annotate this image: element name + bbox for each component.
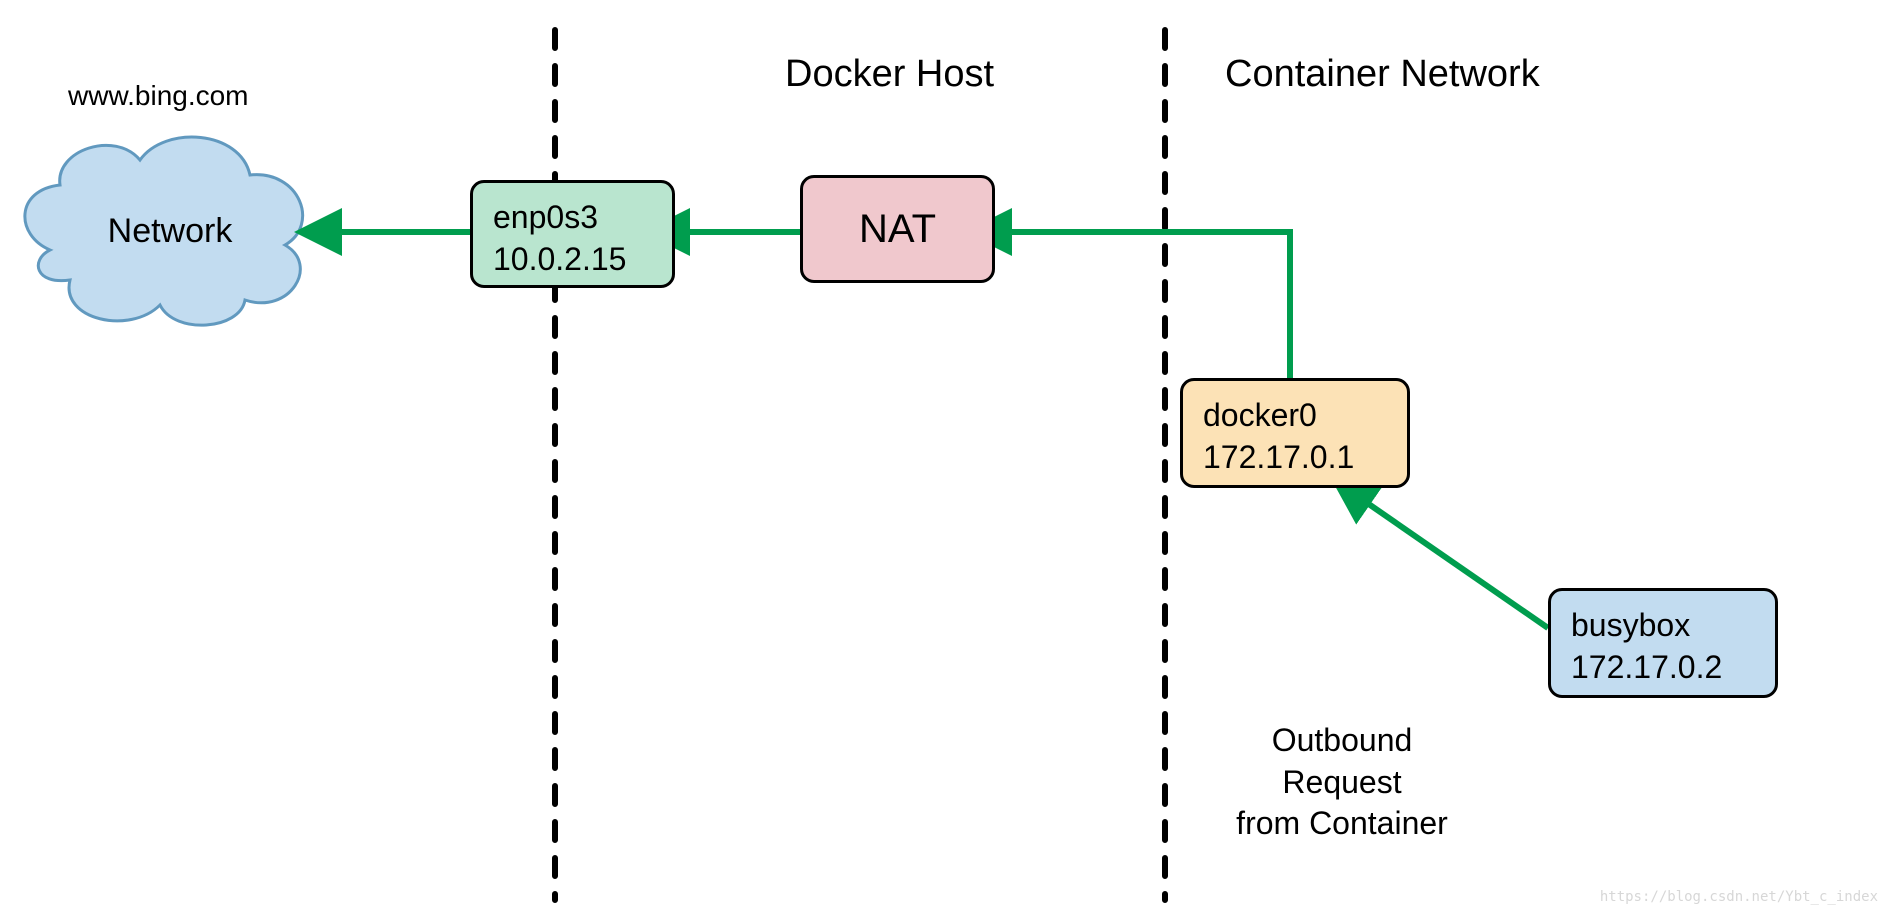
watermark: https://blog.csdn.net/Ybt_c_index [1600, 889, 1878, 905]
outbound-line3: from Container [1222, 803, 1462, 845]
busybox-name: busybox [1571, 605, 1755, 647]
diagram-root: Docker Host Container Network www.bing.c… [0, 0, 1898, 920]
bing-label: www.bing.com [68, 80, 249, 112]
docker-host-title: Docker Host [785, 53, 994, 96]
enp0s3-box: enp0s3 10.0.2.15 [470, 180, 675, 288]
nat-box: NAT [800, 175, 995, 283]
busybox-ip: 172.17.0.2 [1571, 647, 1755, 689]
docker0-name: docker0 [1203, 395, 1387, 437]
enp0s3-name: enp0s3 [493, 197, 652, 239]
network-cloud-label: Network [100, 212, 240, 251]
docker0-ip: 172.17.0.1 [1203, 437, 1387, 479]
outbound-line1: Outbound [1222, 720, 1462, 762]
busybox-box: busybox 172.17.0.2 [1548, 588, 1778, 698]
enp0s3-ip: 10.0.2.15 [493, 239, 652, 281]
outbound-line2: Request [1222, 762, 1462, 804]
container-network-title: Container Network [1225, 53, 1540, 96]
nat-label: NAT [859, 203, 936, 255]
svg-overlay [0, 0, 1898, 920]
outbound-request-label: Outbound Request from Container [1222, 720, 1462, 845]
docker0-box: docker0 172.17.0.1 [1180, 378, 1410, 488]
